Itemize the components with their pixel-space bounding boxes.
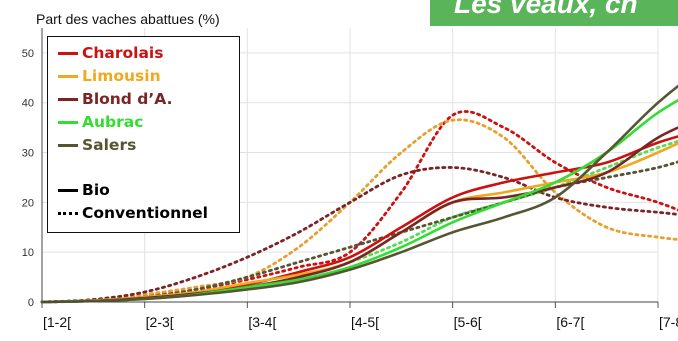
legend-item-aubrac: Aubrac [58, 111, 143, 133]
y-tick-label: 30 [22, 148, 34, 160]
legend-swatch-limousin [58, 74, 78, 78]
x-tick-label: [5-6[ [454, 314, 482, 330]
legend-label-charolais: Charolais [82, 44, 164, 62]
legend-label-blond: Blond d’A. [82, 90, 173, 108]
x-tick-label: [2-3[ [146, 314, 174, 330]
legend-label-conventionnel: Conventionnel [82, 204, 208, 222]
series-line-limousin-conventionnel [40, 118, 678, 304]
legend-label-aubrac: Aubrac [82, 113, 144, 131]
x-tick-label: [1-2[ [43, 314, 71, 330]
banner-text: Les veaux, ch [454, 0, 638, 19]
y-tick-label: 0 [28, 297, 34, 309]
legend-item-conventionnel: Conventionnel [58, 202, 208, 224]
legend-swatch-aubrac [58, 120, 78, 124]
x-tick-label: [3-4[ [248, 314, 276, 330]
legend-item-salers: Salers [58, 134, 136, 156]
legend-swatch-blond [58, 97, 78, 101]
legend-item-blond: Blond d’A. [58, 88, 172, 110]
x-tick-label: [6-7[ [556, 314, 584, 330]
title-banner: Les veaux, ch [430, 0, 678, 26]
legend-swatch-conventionnel [58, 211, 78, 215]
legend-item-limousin: Limousin [58, 65, 161, 87]
legend-label-bio: Bio [82, 181, 110, 199]
legend-swatch-charolais [58, 51, 78, 55]
legend-label-limousin: Limousin [82, 67, 161, 85]
x-tick-label: [4-5[ [351, 314, 379, 330]
y-tick-label: 10 [22, 247, 34, 259]
legend-item-charolais: Charolais [58, 42, 163, 64]
series-line-salers-bio [40, 84, 678, 304]
y-axis-label: Part des vaches abattues (%) [36, 11, 220, 27]
legend-swatch-bio [58, 188, 78, 192]
legend-item-bio: Bio [58, 179, 110, 201]
y-tick-label: 20 [22, 197, 34, 209]
y-tick-label: 40 [22, 98, 34, 110]
x-tick-label: [7-8[ [659, 314, 678, 330]
legend-swatch-salers [58, 143, 78, 147]
series-line-blond-d-a-conventionnel [40, 166, 678, 304]
legend: Charolais Limousin Blond d’A. Aubrac Sal… [47, 36, 240, 233]
legend-label-salers: Salers [82, 136, 137, 154]
y-tick-label: 50 [22, 48, 34, 60]
